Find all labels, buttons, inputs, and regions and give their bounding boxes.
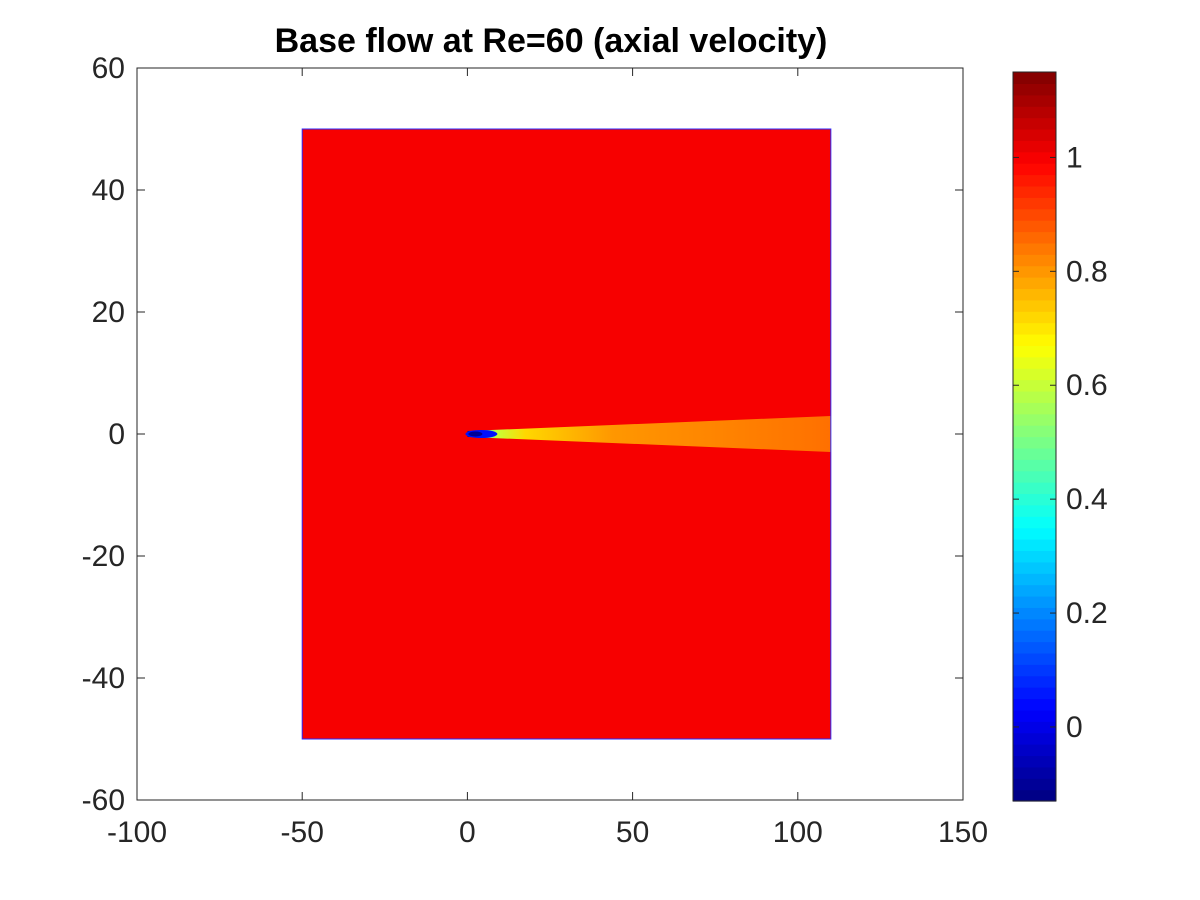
y-tick-label: 40 bbox=[92, 174, 125, 207]
x-tick-label: 50 bbox=[616, 816, 649, 849]
colorbar-stripe bbox=[1013, 220, 1056, 233]
colorbar-stripe bbox=[1013, 163, 1056, 176]
colorbar-stripe bbox=[1013, 539, 1056, 552]
plot-area: -100 -50 0 50 100 150 60 40 20 0 -20 -40 -60 bbox=[82, 52, 988, 849]
colorbar-stripe bbox=[1013, 402, 1056, 415]
colorbar-stripe bbox=[1013, 322, 1056, 335]
colorbar-stripe bbox=[1013, 755, 1056, 768]
colorbar-stripe bbox=[1013, 459, 1056, 472]
colorbar-stripe bbox=[1013, 687, 1056, 700]
colorbar-stripe bbox=[1013, 630, 1056, 643]
colorbar-stripe bbox=[1013, 333, 1056, 346]
colorbar-stripe bbox=[1013, 311, 1056, 324]
colorbar-stripe bbox=[1013, 140, 1056, 153]
colorbar-stripe bbox=[1013, 447, 1056, 460]
colorbar-stripe bbox=[1013, 664, 1056, 677]
colorbar-stripe bbox=[1013, 413, 1056, 426]
colorbar-stripe bbox=[1013, 732, 1056, 745]
velocity-field bbox=[301, 128, 832, 740]
colorbar-stripe bbox=[1013, 584, 1056, 597]
colorbar-stripe bbox=[1013, 778, 1056, 791]
colorbar-stripe bbox=[1013, 288, 1056, 301]
colorbar-stripe bbox=[1013, 368, 1056, 381]
colorbar-stripe bbox=[1013, 94, 1056, 107]
colorbar-stripe bbox=[1013, 527, 1056, 540]
colorbar-stripe bbox=[1013, 516, 1056, 529]
colorbar-stripe bbox=[1013, 607, 1056, 620]
colorbar-stripe bbox=[1013, 698, 1056, 711]
x-tick-label: 100 bbox=[773, 816, 823, 849]
colorbar-stripe bbox=[1013, 345, 1056, 358]
colorbar-tick-label: 0.4 bbox=[1066, 483, 1108, 516]
colorbar-stripe bbox=[1013, 254, 1056, 267]
colorbar-stripe bbox=[1013, 595, 1056, 608]
colorbar-stripe bbox=[1013, 789, 1056, 802]
colorbar-stripe bbox=[1013, 425, 1056, 438]
colorbar-tick-label: 0.6 bbox=[1066, 369, 1108, 402]
colorbar-stripe bbox=[1013, 277, 1056, 290]
domain-boundary bbox=[301, 128, 832, 740]
colorbar-stripe bbox=[1013, 128, 1056, 141]
colorbar-tick-label: 0 bbox=[1066, 711, 1083, 744]
colorbar-stripe bbox=[1013, 390, 1056, 403]
y-tick-label: 60 bbox=[92, 52, 125, 85]
colorbar-gradient bbox=[1013, 72, 1056, 802]
colorbar-stripe bbox=[1013, 151, 1056, 164]
chart-title: Base flow at Re=60 (axial velocity) bbox=[275, 22, 828, 60]
colorbar-stripe bbox=[1013, 721, 1056, 734]
y-tick-label: -40 bbox=[82, 662, 125, 695]
colorbar-stripe bbox=[1013, 482, 1056, 495]
colorbar-stripe bbox=[1013, 379, 1056, 392]
x-tick-label: 0 bbox=[459, 816, 476, 849]
colorbar-frame bbox=[1012, 71, 1057, 802]
cylinder-core bbox=[468, 431, 483, 437]
colorbar-stripe bbox=[1013, 675, 1056, 688]
colorbar-stripe bbox=[1013, 208, 1056, 221]
colorbar-stripe bbox=[1013, 550, 1056, 563]
colorbar-stripe bbox=[1013, 197, 1056, 210]
y-tick-label: -20 bbox=[82, 540, 125, 573]
x-tick-label: 150 bbox=[938, 816, 988, 849]
colorbar-stripe bbox=[1013, 618, 1056, 631]
colorbar-stripe bbox=[1013, 493, 1056, 506]
colorbar-stripe bbox=[1013, 299, 1056, 312]
x-axis: -100 -50 0 50 100 150 bbox=[107, 68, 988, 849]
colorbar-stripe bbox=[1013, 242, 1056, 255]
colorbar-stripe bbox=[1013, 470, 1056, 483]
y-tick-label: 0 bbox=[108, 418, 125, 451]
colorbar-stripe bbox=[1013, 652, 1056, 665]
colorbar-stripe bbox=[1013, 185, 1056, 198]
colorbar-stripe bbox=[1013, 573, 1056, 586]
colorbar-stripe bbox=[1013, 265, 1056, 278]
x-tick-label: -50 bbox=[281, 816, 324, 849]
colorbar-stripe bbox=[1013, 561, 1056, 574]
x-tick-label: -100 bbox=[107, 816, 167, 849]
colorbar-stripe bbox=[1013, 83, 1056, 96]
y-tick-label: -60 bbox=[82, 784, 125, 817]
wake-region bbox=[467, 414, 831, 454]
colorbar-stripe bbox=[1013, 356, 1056, 369]
colorbar: 0 0.2 0.4 0.6 0.8 1 bbox=[1012, 71, 1108, 802]
colorbar-tick-label: 1 bbox=[1066, 141, 1083, 174]
colorbar-stripe bbox=[1013, 117, 1056, 130]
colorbar-stripe bbox=[1013, 72, 1056, 84]
colorbar-stripe bbox=[1013, 106, 1056, 119]
colorbar-stripe bbox=[1013, 766, 1056, 779]
colorbar-stripe bbox=[1013, 231, 1056, 244]
colorbar-stripe bbox=[1013, 504, 1056, 517]
colorbar-ticks: 0 0.2 0.4 0.6 0.8 1 bbox=[1013, 141, 1108, 744]
colorbar-stripe bbox=[1013, 436, 1056, 449]
colorbar-tick-label: 0.8 bbox=[1066, 255, 1108, 288]
colorbar-tick-label: 0.2 bbox=[1066, 597, 1108, 630]
y-tick-label: 20 bbox=[92, 296, 125, 329]
colorbar-stripe bbox=[1013, 709, 1056, 722]
colorbar-stripe bbox=[1013, 174, 1056, 187]
colorbar-stripe bbox=[1013, 641, 1056, 654]
colorbar-stripe bbox=[1013, 744, 1056, 757]
y-axis: 60 40 20 0 -20 -40 -60 bbox=[82, 52, 963, 817]
